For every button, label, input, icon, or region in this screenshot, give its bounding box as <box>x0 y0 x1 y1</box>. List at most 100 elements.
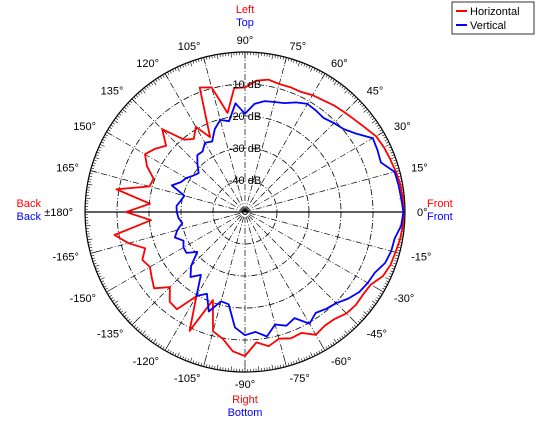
tick-mark <box>133 324 137 328</box>
tick-mark <box>310 66 313 72</box>
tick-mark <box>152 338 157 344</box>
tick-mark <box>316 69 318 73</box>
tick-mark <box>363 314 366 318</box>
tick-mark <box>282 364 284 368</box>
tick-mark <box>383 136 387 139</box>
tick-mark <box>146 85 149 89</box>
spoke-165 <box>90 170 400 254</box>
tick-mark <box>366 111 370 114</box>
tick-mark <box>110 297 114 300</box>
tick-mark <box>164 344 169 351</box>
tick-mark <box>371 117 375 120</box>
tick-mark <box>104 287 108 290</box>
tick-mark <box>395 164 399 167</box>
angle-label: -45° <box>367 329 387 341</box>
tick-mark <box>206 364 208 368</box>
tick-mark <box>382 134 386 137</box>
tick-mark <box>389 149 393 151</box>
tick-mark <box>177 352 180 358</box>
tick-mark <box>98 146 102 149</box>
tick-mark <box>374 122 378 125</box>
tick-mark <box>384 283 388 285</box>
tick-mark <box>390 270 394 273</box>
tick-mark <box>131 319 138 326</box>
angle-label: 165° <box>56 162 79 174</box>
tick-mark <box>174 352 177 356</box>
tick-mark <box>293 361 295 365</box>
tick-mark <box>187 62 190 66</box>
tick-mark <box>189 357 193 363</box>
tick-mark <box>127 318 131 322</box>
tick-mark <box>87 238 93 241</box>
tick-mark <box>284 57 287 65</box>
tick-mark <box>104 134 108 137</box>
direction-label-left-vertical: Back <box>17 211 42 223</box>
tick-mark <box>393 262 397 265</box>
series-line-horizontal <box>113 78 405 357</box>
tick-mark <box>88 244 92 246</box>
tick-mark <box>139 330 143 333</box>
angle-label: -60° <box>331 356 351 368</box>
tick-mark <box>333 80 338 86</box>
legend-entry-vertical: Vertical <box>470 20 506 32</box>
tick-mark <box>352 319 359 326</box>
tick-mark <box>297 357 301 363</box>
tick-mark <box>385 144 391 147</box>
tick-mark <box>388 146 392 149</box>
tick-mark <box>391 267 395 270</box>
tick-mark <box>347 91 351 94</box>
tick-mark <box>339 84 342 87</box>
tick-mark <box>98 275 102 278</box>
tick-mark <box>144 333 147 337</box>
tick-mark <box>197 58 200 62</box>
tick-mark <box>333 338 338 344</box>
tick-mark <box>330 343 333 347</box>
tick-mark <box>216 54 219 60</box>
tick-mark <box>300 62 303 66</box>
tick-mark <box>382 287 386 290</box>
tick-mark <box>343 333 346 337</box>
ring-labels: -10 dB -20 dB -30 dB -40 dB <box>229 79 261 187</box>
tick-mark <box>117 306 120 309</box>
tick-mark <box>341 85 344 89</box>
direction-label-top-horizontal: Left <box>236 4 254 16</box>
tick-mark <box>316 351 318 355</box>
tick-mark <box>339 337 342 340</box>
tick-mark <box>280 364 282 368</box>
tick-mark <box>395 254 399 257</box>
tick-mark <box>112 299 116 302</box>
tick-mark <box>351 326 355 330</box>
tick-mark <box>192 60 195 64</box>
tick-mark <box>295 360 298 364</box>
angle-label: -30° <box>394 293 414 305</box>
tick-mark <box>374 299 378 302</box>
angle-label: 15° <box>411 162 428 174</box>
tick-mark <box>109 126 113 130</box>
tick-mark <box>390 156 396 160</box>
tick-mark <box>150 338 153 342</box>
tick-mark <box>192 360 195 364</box>
tick-mark <box>320 349 323 353</box>
tick-mark <box>95 154 99 157</box>
tick-mark <box>327 76 331 80</box>
tick-mark <box>318 70 321 74</box>
tick-mark <box>146 335 149 339</box>
tick-mark <box>277 55 279 59</box>
tick-mark <box>390 264 396 268</box>
tick-mark <box>297 61 301 67</box>
tick-mark <box>377 131 384 136</box>
tick-mark <box>280 56 282 60</box>
tick-mark <box>91 257 95 260</box>
tick-mark <box>167 71 170 75</box>
legend-box <box>451 1 535 35</box>
tick-mark <box>347 330 351 333</box>
tick-mark <box>214 366 216 370</box>
legend: Horizontal Vertical <box>451 1 535 35</box>
tick-mark <box>195 59 197 63</box>
tick-mark <box>106 131 113 136</box>
tick-mark <box>124 106 127 110</box>
tick-mark <box>92 162 96 164</box>
tick-mark <box>162 346 165 350</box>
tick-mark <box>103 285 107 288</box>
